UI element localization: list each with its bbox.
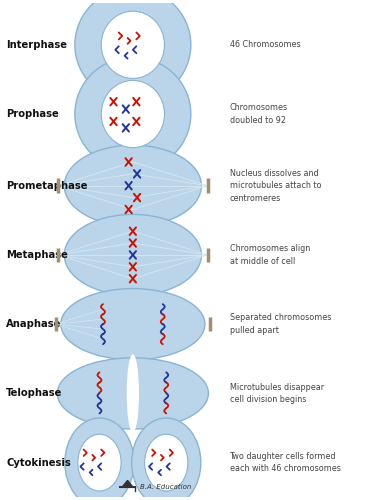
Text: Chromosomes
doubled to 92: Chromosomes doubled to 92 xyxy=(229,104,288,125)
Ellipse shape xyxy=(57,358,208,429)
Ellipse shape xyxy=(64,214,201,296)
Text: Microtubules disappear
cell division begins: Microtubules disappear cell division beg… xyxy=(229,382,324,404)
Polygon shape xyxy=(122,480,133,488)
Text: Separated chromosomes
pulled apart: Separated chromosomes pulled apart xyxy=(229,314,331,335)
Text: B.A. Education: B.A. Education xyxy=(140,484,191,490)
Ellipse shape xyxy=(101,11,164,78)
Text: Prophase: Prophase xyxy=(6,109,59,119)
Text: 46 Chromosomes: 46 Chromosomes xyxy=(229,40,300,50)
Text: Anaphase: Anaphase xyxy=(6,319,62,329)
Text: Telophase: Telophase xyxy=(6,388,63,398)
Ellipse shape xyxy=(145,434,188,491)
Ellipse shape xyxy=(78,434,121,491)
Text: Interphase: Interphase xyxy=(6,40,67,50)
Text: Two daughter cells formed
each with 46 chromosomes: Two daughter cells formed each with 46 c… xyxy=(229,452,341,473)
Ellipse shape xyxy=(65,418,134,500)
Ellipse shape xyxy=(75,0,191,102)
Text: Nucleus dissolves and
microtubules attach to
centromeres: Nucleus dissolves and microtubules attac… xyxy=(229,168,321,202)
Ellipse shape xyxy=(75,57,191,171)
Text: Prometaphase: Prometaphase xyxy=(6,180,88,190)
Ellipse shape xyxy=(132,418,201,500)
Text: Metaphase: Metaphase xyxy=(6,250,68,260)
Ellipse shape xyxy=(64,145,201,226)
Ellipse shape xyxy=(61,288,205,360)
Ellipse shape xyxy=(101,80,164,148)
Text: Chromosomes align
at middle of cell: Chromosomes align at middle of cell xyxy=(229,244,310,266)
Text: Cytokinesis: Cytokinesis xyxy=(6,458,71,468)
Ellipse shape xyxy=(127,354,139,432)
